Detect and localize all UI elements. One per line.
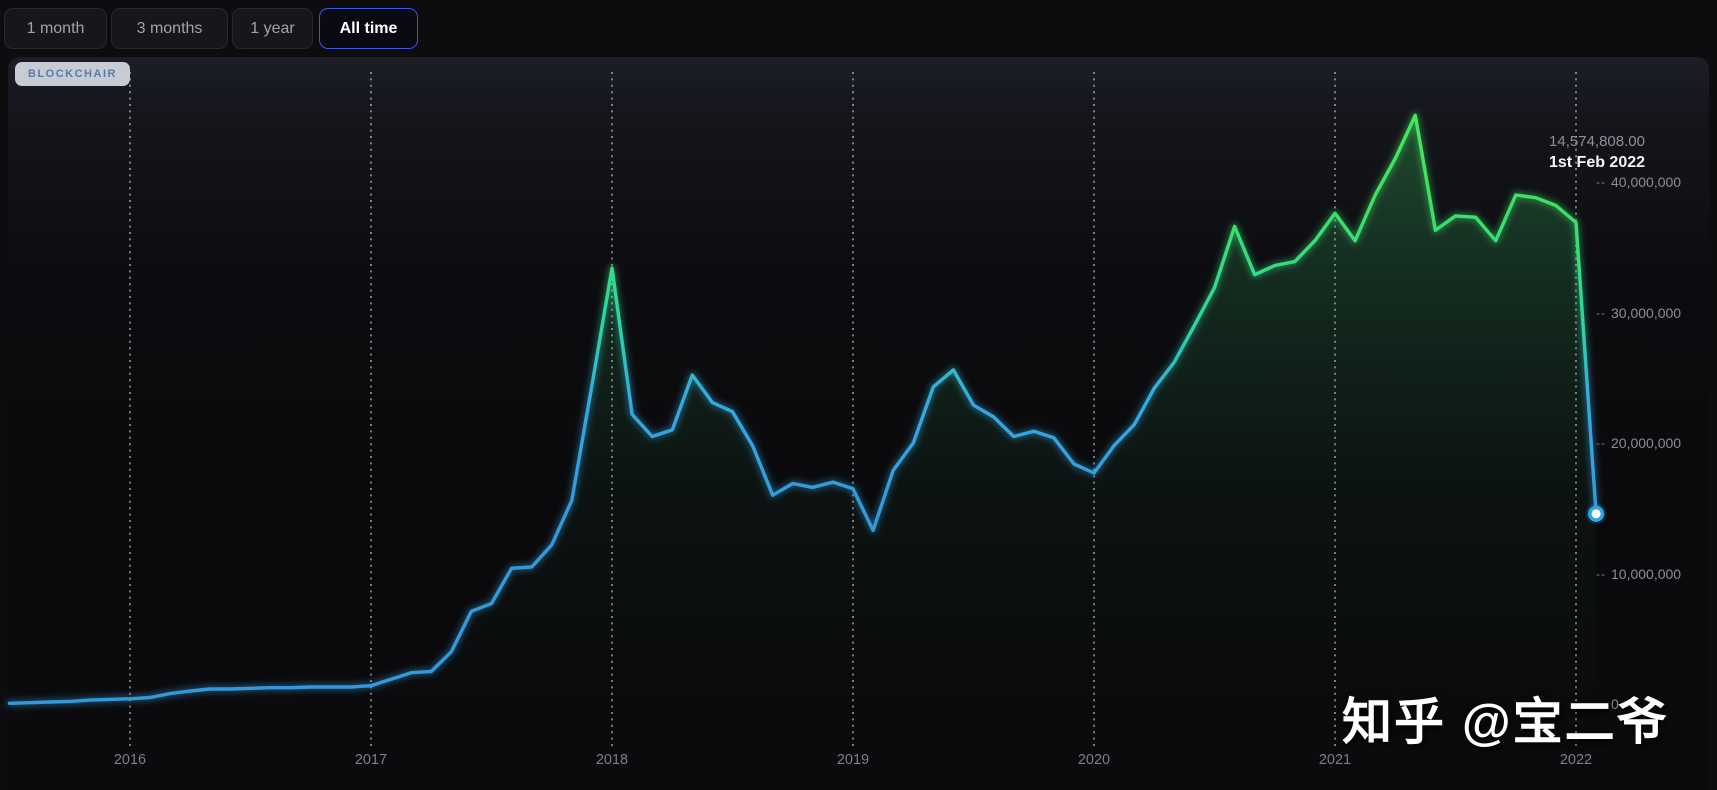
y-axis-value: 10,000,000 (1611, 565, 1682, 582)
range-button-3-months[interactable]: 3 months (111, 8, 228, 49)
range-button-1-month[interactable]: 1 month (4, 8, 107, 49)
y-axis-value: 20,000,000 (1611, 435, 1682, 451)
y-tick-dash: -- (1596, 697, 1606, 711)
y-axis-value: 0 (1611, 696, 1619, 712)
y-axis-value: 40,000,000 (1611, 174, 1682, 190)
y-tick-dash: -- (1596, 175, 1606, 189)
series-area-fill (9, 115, 1597, 704)
series-line (7, 113, 1598, 705)
x-axis-label-2016: 2016 (113, 752, 147, 768)
y-axis-value: 30,000,000 (1611, 304, 1682, 321)
y-tick-dash: -- (1596, 436, 1606, 450)
x-axis-label-2020: 2020 (1077, 752, 1111, 768)
tooltip-date: 1st Feb 2022 (1548, 154, 1646, 171)
y-axis-label: -- 40,000,000 (1596, 173, 1681, 191)
tooltip-value: 14,574,808.00 (1549, 133, 1645, 150)
last-point-marker[interactable] (1585, 503, 1607, 525)
range-toolbar: 1 month 3 months 1 year All time (0, 0, 1717, 57)
x-axis-label-2021: 2021 (1318, 752, 1352, 768)
y-tick-dash: -- (1596, 566, 1606, 581)
range-button-all-time[interactable]: All time (319, 8, 418, 49)
y-axis-label: -- 30,000,000 (1596, 304, 1681, 322)
zhihu-watermark: 知乎 @宝二爷 (1342, 694, 1669, 750)
y-tick-dash: -- (1596, 305, 1606, 320)
range-button-1-year[interactable]: 1 year (232, 8, 313, 49)
blockchair-brand-badge[interactable]: BLOCKCHAIR (15, 62, 130, 86)
y-axis-label: -- 10,000,000 (1596, 565, 1681, 583)
x-axis-label-2018: 2018 (595, 752, 629, 768)
x-axis-label-2017: 2017 (354, 752, 388, 768)
y-axis-label: -- 20,000,000 (1596, 434, 1681, 452)
x-axis-label-2019: 2019 (836, 752, 870, 768)
x-axis-label-2022: 2022 (1559, 752, 1593, 768)
y-axis-label: -- 0 (1596, 695, 1619, 713)
marker-dot (1587, 505, 1605, 522)
